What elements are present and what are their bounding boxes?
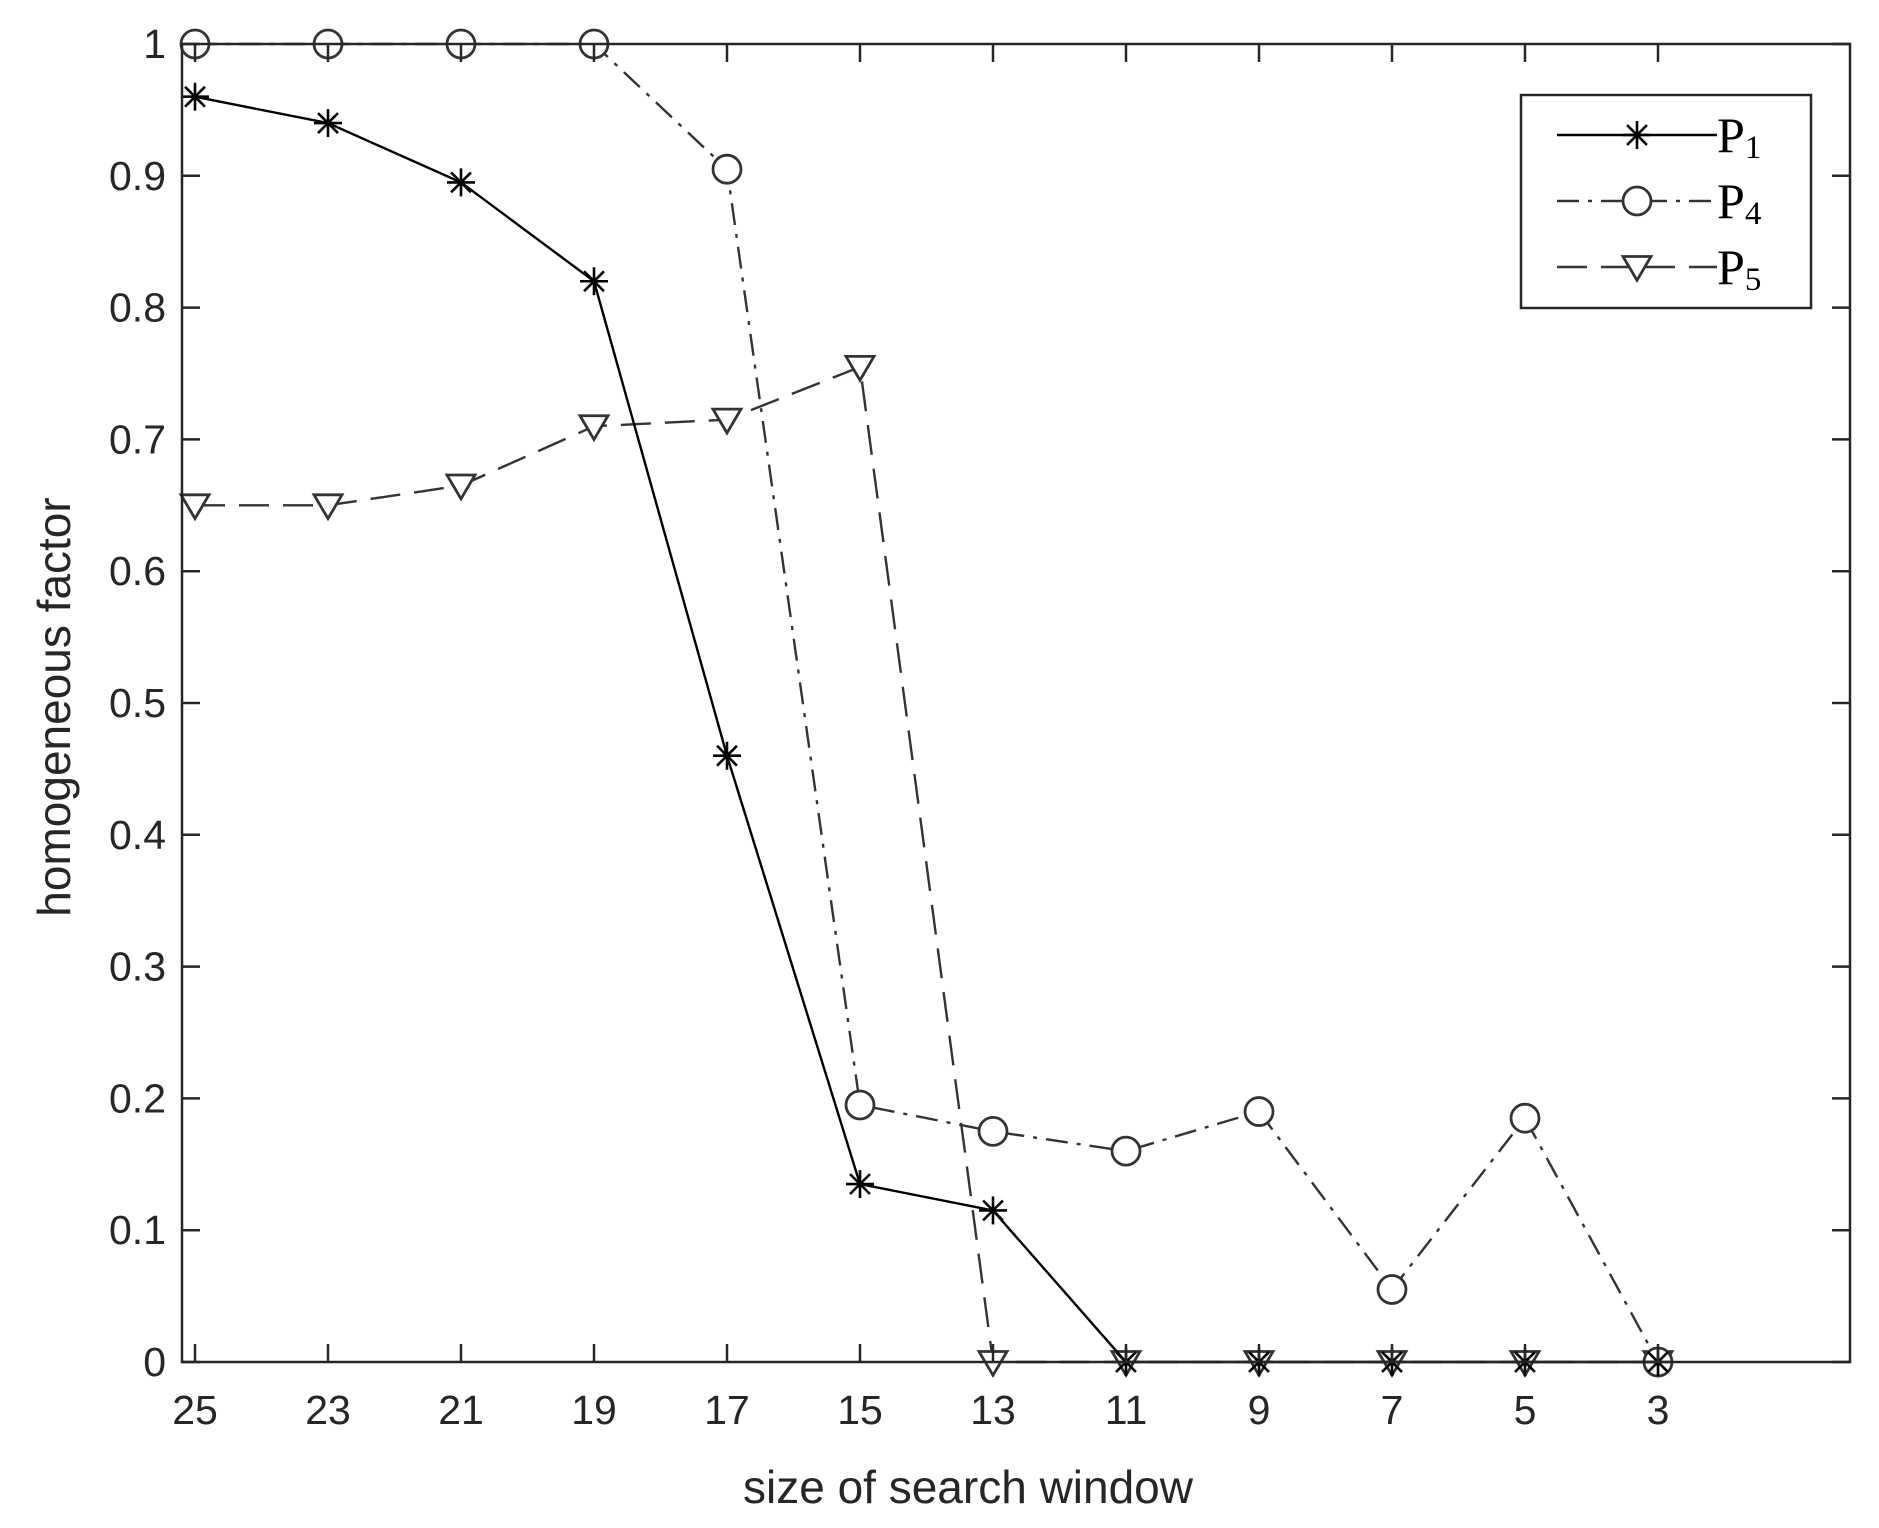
y-tick-label: 0.5: [109, 680, 166, 726]
x-tick-label: 25: [172, 1387, 218, 1433]
y-tick-label: 0.3: [109, 944, 166, 990]
data-point: [710, 407, 744, 436]
data-point: [711, 153, 743, 185]
y-tick-label: 0.8: [109, 285, 166, 331]
y-tick-label: 0.7: [109, 416, 166, 462]
data-point: [580, 267, 608, 296]
data-point: [447, 168, 475, 197]
x-tick-label: 3: [1647, 1387, 1670, 1433]
data-point: [311, 493, 345, 522]
data-point: [181, 82, 209, 111]
legend: P1 P4 P5: [1519, 93, 1813, 310]
data-point: [846, 1170, 874, 1199]
legend-entry: P4: [1557, 173, 1761, 232]
y-tick-label: 0.2: [109, 1075, 166, 1121]
legend-marker: [1621, 185, 1653, 217]
data-point: [444, 473, 478, 502]
y-tick-label: 0.9: [109, 153, 166, 199]
series-layer: [178, 28, 1675, 1379]
data-point: [1243, 1096, 1275, 1127]
data-point: [713, 741, 741, 770]
data-point: [577, 414, 611, 443]
legend-entry: P1: [1557, 107, 1761, 166]
data-point: [844, 1089, 876, 1121]
y-tick-label: 0.1: [109, 1207, 166, 1253]
data-point: [1110, 1135, 1142, 1167]
legend-label: P4: [1717, 173, 1761, 232]
data-point: [1509, 1102, 1541, 1134]
y-tick-label: 0.4: [109, 812, 166, 858]
y-tick-label: 0: [143, 1339, 166, 1385]
legend-label: P1: [1717, 107, 1761, 166]
x-axis-title: size of search window: [743, 1461, 1194, 1513]
legend-marker: [1620, 255, 1654, 284]
legend-entry: P5: [1557, 239, 1761, 298]
data-point: [1376, 1274, 1408, 1305]
legend-marker: [1623, 121, 1651, 149]
series-line: [195, 42, 1660, 1363]
data-point: [178, 493, 212, 522]
data-point: [979, 1196, 1007, 1225]
x-tick-label: 19: [571, 1387, 617, 1433]
data-point: [843, 355, 877, 383]
series-p4: [179, 28, 1674, 1378]
y-tick-label: 1: [143, 21, 166, 67]
legend-label: P5: [1717, 239, 1761, 298]
data-point: [977, 1115, 1009, 1147]
x-tick-label: 15: [837, 1387, 883, 1433]
y-tick-label: 0.6: [109, 548, 166, 594]
x-tick-label: 11: [1105, 1387, 1148, 1433]
y-axis-title: homogeneous factor: [28, 497, 80, 916]
x-tick-label: 7: [1381, 1387, 1404, 1433]
data-point: [314, 109, 342, 138]
x-tick-label: 23: [305, 1387, 351, 1433]
x-tick-label: 17: [704, 1387, 750, 1433]
x-tick-label: 5: [1514, 1387, 1537, 1433]
x-tick-label: 9: [1248, 1387, 1271, 1433]
x-tick-label: 21: [438, 1387, 484, 1433]
axes-layer: 0 0.1 0.2 0.3 0.4 0.5 0.6 0.7 0.8 0.9 1 25 23 21 19 17 1…: [109, 21, 1852, 1433]
x-tick-label: 13: [970, 1387, 1016, 1433]
